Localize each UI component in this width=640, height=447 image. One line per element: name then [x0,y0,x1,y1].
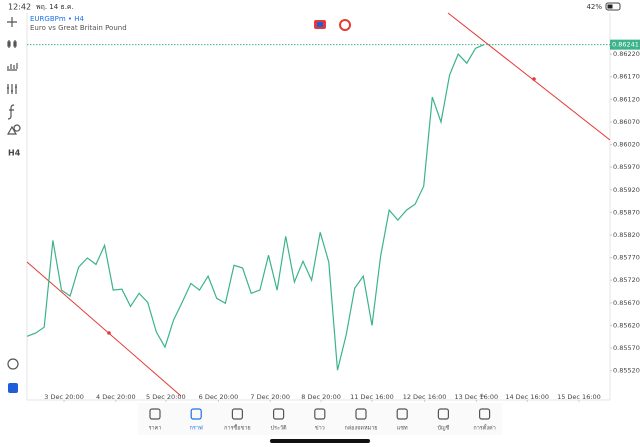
x-tick-label: 6 Dec 20:00 [199,393,239,401]
nav-icon[interactable] [190,408,202,420]
x-tick-label: 3 Dec 20:00 [44,393,84,401]
nav-icon[interactable] [273,408,285,420]
nav-icon[interactable] [231,408,243,420]
symbol-description: Euro vs Great Britain Pound [30,24,127,32]
current-price-box [610,39,640,50]
price-line [26,44,485,371]
battery-percent: 42% [586,3,602,11]
x-tick-label: 4 Dec 20:00 [96,393,136,401]
trade-tool[interactable] [8,383,18,393]
battery-icon [605,2,621,11]
x-tick-label: 15 Dec 16:00 [557,393,601,401]
current-price-label: 0.86241 [612,41,639,49]
nav-label[interactable]: กล่องจดหมาย [344,426,377,432]
nav-icon[interactable] [396,408,408,420]
nav-label[interactable]: บัญชี [437,425,449,432]
y-tick-label: 0.85920 [613,186,640,194]
x-tick-label: 5 Dec 20:00 [146,393,186,401]
nav-label[interactable]: ประวัติ [271,425,287,432]
trend-line [447,12,611,141]
nav-label[interactable]: แชท [397,425,408,432]
y-tick-label: 0.85720 [613,276,640,284]
x-tick-label: 12 Dec 16:00 [403,393,447,401]
crosshair-tool[interactable] [7,17,17,27]
functions-tool[interactable] [7,104,15,120]
nav-icon[interactable] [355,408,367,420]
y-tick-label: 0.85820 [613,231,640,239]
nav-label[interactable]: การตั้งค่า [473,424,495,432]
y-tick-label: 0.86220 [613,50,640,58]
buy-icon [317,22,323,27]
y-tick-label: 0.85620 [613,321,640,329]
y-tick-label: 0.85570 [613,344,640,352]
nav-icon[interactable] [314,408,326,420]
nav-label[interactable]: กราฟ [190,425,203,432]
x-tick-label: 8 Dec 20:00 [301,393,341,401]
status-time: 12:42 [8,3,31,12]
chart-type-tool[interactable] [7,40,17,48]
trend-anchor [107,331,111,335]
x-tick-label: 7 Dec 20:00 [250,393,290,401]
x-tick-label: 11 Dec 16:00 [350,393,394,401]
trend-line [26,261,182,397]
nav-icon[interactable] [437,408,449,420]
y-tick-label: 0.86020 [613,141,640,149]
y-tick-label: 0.86070 [613,118,640,126]
nav-label[interactable]: การซื้อขาย [224,424,250,432]
nav-label[interactable]: ข่าว [315,426,325,432]
y-tick-label: 0.85520 [613,367,640,375]
y-tick-label: 0.85770 [613,254,640,262]
search-tool[interactable] [7,358,19,370]
x-tick-label: 13 Dec 16:00 [454,393,498,401]
y-tick-label: 0.86170 [613,73,640,81]
trend-anchor [532,77,536,81]
one-click-button[interactable] [339,19,351,31]
y-tick-label: 0.85870 [613,208,640,216]
objects-tool[interactable] [6,124,21,135]
y-tick-label: 0.86120 [613,95,640,103]
indicators-tool[interactable] [7,63,18,71]
home-indicator [270,439,370,443]
settings-tool[interactable] [7,84,17,94]
x-tick-label: 14 Dec 16:00 [505,393,549,401]
status-date: พฤ. 14 ธ.ค. [36,3,74,11]
nav-label[interactable]: ราคา [149,426,162,432]
y-tick-label: 0.85970 [613,163,640,171]
nav-icon[interactable] [149,408,161,420]
symbol: EURGBPm • H4 [30,15,85,23]
timeframe-button[interactable]: H4 [8,149,21,158]
battery-level [607,4,613,9]
left-toolbar: H4 [6,17,21,393]
time-marker [479,393,485,397]
y-tick-label: 0.85670 [613,299,640,307]
nav-icon[interactable] [479,408,491,420]
